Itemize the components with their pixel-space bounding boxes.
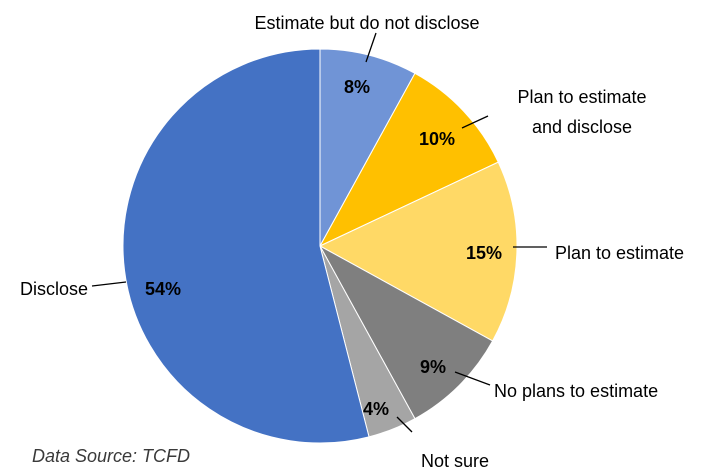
category-label-plan-to-estimate: Plan to estimate <box>555 243 684 263</box>
percent-label-plan-to-estimate: 15% <box>466 243 502 263</box>
leader-line-not-sure <box>396 416 413 433</box>
pie-slices <box>122 48 518 444</box>
leader-lines <box>91 32 547 433</box>
percent-label-no-plans-to-estimate: 9% <box>420 357 446 377</box>
leader-line-disclose <box>91 281 127 287</box>
percent-label-disclose: 54% <box>145 279 181 299</box>
category-label-plan-to-estimate-and-disclose: Plan to estimate and disclose <box>517 87 646 137</box>
category-labels: Estimate but do not disclose Plan to esti… <box>20 13 684 471</box>
leader-line-plan-to-estimate-and-disclose <box>461 115 489 129</box>
slice-plan-to-estimate <box>318 161 518 342</box>
leader-line-no-plans-to-estimate <box>454 371 491 386</box>
percent-labels: 8% 10% 15% 9% 4% 54% <box>145 77 502 419</box>
data-source-note: Data Source: TCFD <box>32 446 191 466</box>
category-label-estimate-but-do-not-disclose: Estimate but do not disclose <box>254 13 479 33</box>
percent-label-plan-to-estimate-and-disclose: 10% <box>419 129 455 149</box>
slice-no-plans-to-estimate <box>318 244 494 420</box>
percent-label-not-sure: 4% <box>363 399 389 419</box>
category-label-disclose: Disclose <box>20 279 88 299</box>
slice-disclose <box>122 48 370 444</box>
slice-plan-to-estimate-and-disclose <box>318 72 499 248</box>
category-label-no-plans-to-estimate: No plans to estimate <box>494 381 658 401</box>
category-label-not-sure: Not sure <box>421 451 489 471</box>
percent-label-estimate-but-do-not-disclose: 8% <box>344 77 370 97</box>
leader-line-estimate-but-do-not-disclose <box>365 32 377 63</box>
